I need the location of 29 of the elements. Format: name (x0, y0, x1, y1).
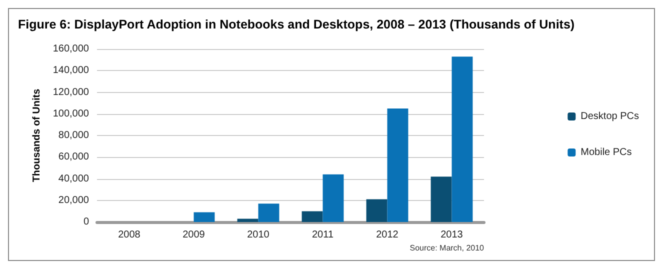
y-tick-label: 140,000 (52, 65, 90, 76)
x-tick-label: 2008 (118, 230, 141, 240)
bar (430, 176, 452, 222)
y-axis-title: Thousands of Units (31, 88, 42, 182)
bar (452, 56, 473, 222)
y-tick-label: 60,000 (58, 152, 90, 163)
legend-label: Mobile PCs (580, 147, 632, 158)
bar (322, 174, 344, 222)
y-tick-label: 20,000 (58, 194, 90, 206)
source-note: Source: March, 2010 (410, 244, 485, 252)
y-tick-label: 0 (83, 216, 90, 228)
y-tick-label: 120,000 (52, 86, 90, 98)
x-tick-label: 2010 (247, 230, 270, 240)
chart-title: Figure 6: DisplayPort Adoption in Notebooks and Desktops, 2008 – 2013 (Thousands of Units) (18, 18, 575, 32)
bar (366, 199, 388, 222)
x-tick-label: 2013 (440, 230, 464, 240)
y-tick-label: 80,000 (58, 130, 90, 141)
x-tick-label: 2012 (376, 230, 399, 240)
bar (302, 211, 323, 222)
y-tick-label: 40,000 (58, 173, 90, 184)
y-tick-label: 100,000 (52, 108, 90, 120)
x-tick-label: 2011 (312, 230, 334, 240)
bar (387, 108, 408, 222)
x-tick-label: 2009 (182, 230, 206, 240)
bar (258, 204, 280, 222)
bar (194, 212, 215, 222)
y-tick-label: 160,000 (52, 44, 90, 54)
legend-label: Desktop PCs (580, 111, 640, 122)
bar (237, 218, 258, 222)
